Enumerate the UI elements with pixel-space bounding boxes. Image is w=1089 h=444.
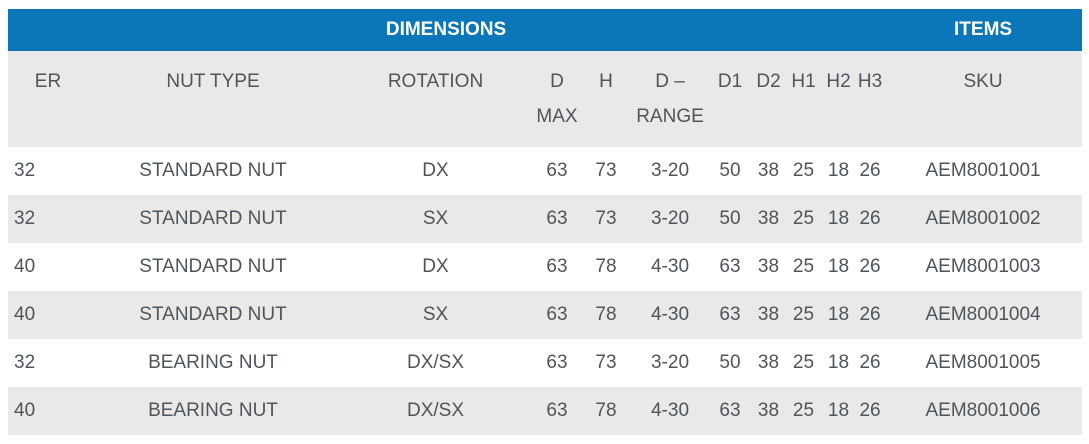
cell-h3: 26 (859, 160, 881, 181)
cell-rotation: DX/SX (406, 400, 465, 421)
cell-d-range: 3-20 (650, 208, 690, 229)
cell-d-range: 4-30 (650, 400, 690, 421)
cell-h3: 26 (859, 400, 881, 421)
group-header-row: DIMENSIONS ITEMS (8, 9, 1083, 51)
column-header-h1: H1 (786, 51, 821, 147)
cell-h: 73 (595, 160, 617, 181)
cell-h3: 26 (859, 304, 881, 325)
column-header-h: H (581, 51, 631, 147)
table-row: 32 STANDARD NUT SX 63 73 3-20 50 38 25 18 26 AEM800… (8, 195, 1083, 243)
cell-h1: 25 (792, 352, 815, 373)
cell-rotation: DX (422, 256, 449, 277)
column-header-d2: D2 (751, 51, 786, 147)
cell-sku: AEM8001003 (925, 256, 1041, 277)
cell-d1: 63 (719, 400, 741, 421)
cell-h3: 26 (859, 256, 881, 277)
cell-sku: AEM8001001 (925, 160, 1041, 181)
cell-er: 40 (14, 400, 36, 421)
cell-nut-type: STANDARD NUT (139, 304, 287, 325)
cell-rotation: SX (422, 208, 449, 229)
cell-sku: AEM8001002 (925, 208, 1041, 229)
cell-h2: 18 (827, 160, 850, 181)
table-body: 32 STANDARD NUT DX 63 73 3-20 50 38 25 18 26 AEM800… (8, 147, 1083, 435)
cell-h1: 25 (792, 160, 815, 181)
cell-sku: AEM8001004 (925, 304, 1041, 325)
cell-d1: 50 (719, 208, 741, 229)
group-header-items: ITEMS (884, 9, 1083, 51)
cell-d1: 50 (719, 160, 741, 181)
cell-d1: 50 (719, 352, 741, 373)
cell-d2: 38 (757, 400, 780, 421)
cell-h1: 25 (792, 256, 815, 277)
cell-d-max: 63 (546, 256, 568, 277)
cell-sku: AEM8001006 (925, 400, 1041, 421)
cell-er: 32 (14, 352, 36, 373)
cell-d-max: 63 (546, 400, 568, 421)
cell-d-range: 4-30 (650, 256, 690, 277)
cell-nut-type: STANDARD NUT (139, 208, 287, 229)
table-row: 40 STANDARD NUT DX 63 78 4-30 63 38 25 18 26 AEM800… (8, 243, 1082, 291)
cell-d-range: 3-20 (650, 352, 690, 373)
cell-er: 40 (14, 304, 36, 325)
cell-h1: 25 (792, 304, 815, 325)
cell-d2: 38 (757, 304, 780, 325)
table-row: 40 BEARING NUT DX/SX 63 78 4-30 63 38 25 18 26 AEM8… (8, 387, 1083, 435)
cell-h: 73 (595, 208, 617, 229)
cell-nut-type: STANDARD NUT (139, 256, 287, 277)
cell-h2: 18 (827, 352, 850, 373)
cell-d2: 38 (757, 352, 780, 373)
cell-d1: 63 (719, 304, 741, 325)
column-header-sku: SKU (884, 51, 1083, 147)
column-header-er: ER (8, 51, 88, 147)
group-header-dimensions: DIMENSIONS (8, 9, 885, 51)
product-spec-table: DIMENSIONS ITEMS ER NUT TYPE ROTATION D MAX… (8, 9, 1083, 435)
table-row: 32 BEARING NUT DX/SX 63 73 3-20 50 38 25 18 26 AEM8… (8, 339, 1082, 387)
cell-h2: 18 (827, 400, 850, 421)
cell-h3: 26 (859, 208, 881, 229)
cell-h: 78 (595, 256, 617, 277)
cell-d2: 38 (757, 160, 780, 181)
cell-nut-type: BEARING NUT (148, 400, 278, 421)
cell-h: 73 (595, 352, 617, 373)
cell-rotation: DX/SX (406, 352, 465, 373)
cell-h: 78 (595, 400, 617, 421)
cell-d-max: 63 (546, 352, 568, 373)
cell-rotation: SX (422, 304, 449, 325)
column-header-h3: H3 (856, 51, 885, 147)
cell-h1: 25 (792, 400, 815, 421)
cell-rotation: DX (422, 160, 449, 181)
cell-d-max: 63 (546, 160, 568, 181)
cell-sku: AEM8001005 (925, 352, 1041, 373)
table-row: 32 STANDARD NUT DX 63 73 3-20 50 38 25 18 26 AEM800… (8, 147, 1082, 195)
cell-h2: 18 (827, 256, 850, 277)
cell-d1: 63 (719, 256, 741, 277)
column-header-d1: D1 (709, 51, 751, 147)
cell-er: 32 (14, 160, 36, 181)
cell-d2: 38 (757, 208, 780, 229)
cell-h1: 25 (792, 208, 815, 229)
cell-er: 40 (14, 256, 36, 277)
cell-d-range: 4-30 (650, 304, 690, 325)
cell-nut-type: BEARING NUT (148, 352, 278, 373)
table-container: DIMENSIONS ITEMS ER NUT TYPE ROTATION D MAX… (8, 9, 1083, 435)
cell-nut-type: STANDARD NUT (139, 160, 287, 181)
column-header-nut-type: NUT TYPE (88, 51, 338, 147)
cell-h3: 26 (859, 352, 881, 373)
cell-d-range: 3-20 (650, 160, 690, 181)
cell-h2: 18 (827, 304, 850, 325)
table-row: 40 STANDARD NUT SX 63 78 4-30 63 38 25 18 26 AEM800… (8, 291, 1083, 339)
column-header-d-range: D – RANGE (631, 51, 709, 147)
cell-er: 32 (14, 208, 36, 229)
cell-h: 78 (595, 304, 617, 325)
cell-d-max: 63 (546, 304, 568, 325)
column-header-h2: H2 (821, 51, 856, 147)
cell-h2: 18 (827, 208, 850, 229)
column-header-rotation: ROTATION (338, 51, 533, 147)
cell-d2: 38 (757, 256, 780, 277)
column-header-d-max: D MAX (533, 51, 581, 147)
column-header-row: ER NUT TYPE ROTATION D MAX H D – RANGE D1 D2 H1 H… (8, 51, 1083, 147)
cell-d-max: 63 (546, 208, 568, 229)
